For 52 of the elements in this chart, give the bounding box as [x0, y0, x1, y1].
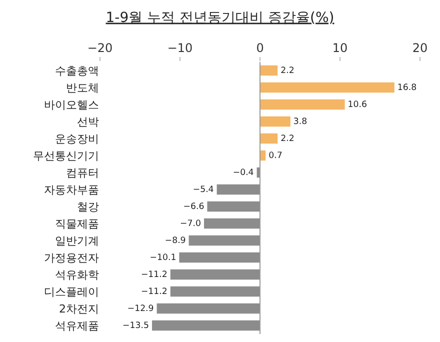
- bar: [204, 218, 260, 229]
- y-tick-label: 디스플레이: [44, 285, 99, 298]
- y-tick-label: 일반기계: [55, 234, 99, 248]
- bar: [170, 269, 260, 280]
- y-tick-label: 운송장비: [55, 132, 99, 146]
- bar: [260, 116, 290, 127]
- data-label: −8.9: [164, 236, 186, 246]
- x-tick-label: 10: [332, 41, 348, 56]
- bar: [260, 133, 278, 144]
- bar: [260, 65, 278, 76]
- x-tick-label: 20: [412, 41, 428, 56]
- y-tick-label: 컴퓨터: [66, 166, 99, 180]
- y-tick-label: 2차전지: [59, 302, 99, 316]
- chart-title: 1-9월 누적 전년동기대비 증감율(%): [106, 10, 334, 26]
- y-tick-label: 직물제품: [55, 217, 99, 230]
- x-tick-label: −10: [167, 41, 193, 56]
- bar: [179, 252, 260, 263]
- y-tick-label: 무선통신기기: [33, 149, 99, 162]
- bar: [188, 235, 260, 246]
- data-label: 10.6: [348, 100, 368, 110]
- y-tick-label: 반도체: [66, 81, 99, 94]
- data-label: −11.2: [140, 287, 168, 298]
- bar: [216, 184, 260, 195]
- y-tick-label: 선박: [77, 115, 99, 128]
- data-label: −11.2: [140, 270, 168, 280]
- bar: [156, 303, 260, 314]
- y-tick-label: 바이오헬스: [44, 98, 99, 112]
- data-label: −7.0: [180, 219, 201, 230]
- data-label: −10.1: [150, 253, 176, 264]
- data-label: −13.5: [122, 321, 149, 332]
- bar: [170, 286, 260, 297]
- data-label: 0.7: [268, 151, 282, 162]
- x-tick-label: 0: [256, 41, 264, 56]
- data-label: −0.4: [232, 168, 254, 178]
- y-tick-label: 석유제품: [55, 319, 99, 332]
- y-tick-label: 수출총액: [55, 64, 99, 78]
- data-label: −12.9: [127, 304, 154, 314]
- data-label: −5.4: [192, 185, 214, 196]
- data-label: −6.6: [183, 202, 204, 212]
- data-label: 3.8: [293, 117, 308, 128]
- data-label: 16.8: [397, 83, 417, 94]
- bar: [207, 201, 260, 212]
- bar: [260, 82, 394, 93]
- y-tick-label: 자동차부품: [44, 183, 99, 196]
- bar: [152, 320, 260, 331]
- x-tick-label: −20: [87, 41, 113, 56]
- data-label: 2.2: [280, 134, 294, 144]
- bar: [260, 99, 345, 110]
- y-tick-label: 가정용전자: [44, 251, 99, 264]
- data-label: 2.2: [280, 66, 294, 76]
- y-tick-label: 석유화학: [55, 268, 99, 282]
- y-tick-label: 철강: [77, 200, 99, 214]
